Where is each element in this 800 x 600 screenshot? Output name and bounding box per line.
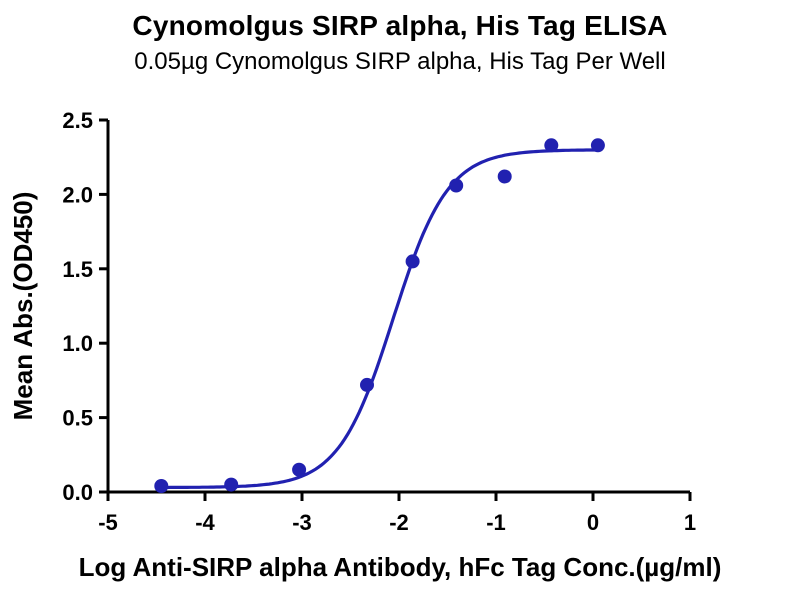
x-tick-label: -4 xyxy=(195,510,215,535)
y-tick-label: 2.5 xyxy=(62,108,93,133)
chart-subtitle: 0.05µg Cynomolgus SIRP alpha, His Tag Pe… xyxy=(134,48,666,75)
x-axis-label: Log Anti-SIRP alpha Antibody, hFc Tag Co… xyxy=(79,552,722,582)
y-tick-label: 0.5 xyxy=(62,406,93,431)
data-point xyxy=(405,254,420,269)
data-point xyxy=(497,169,512,184)
y-axis-label: Mean Abs.(OD450) xyxy=(8,192,38,421)
y-tick-label: 1.0 xyxy=(62,331,93,356)
y-tick-label: 2.0 xyxy=(62,182,93,207)
y-tick-label: 1.5 xyxy=(62,257,93,282)
x-tick-label: -1 xyxy=(486,510,506,535)
x-tick-label: -2 xyxy=(389,510,409,535)
y-tick-label: 0.0 xyxy=(62,480,93,505)
data-point xyxy=(224,477,239,492)
x-tick-label: 1 xyxy=(684,510,696,535)
fit-curve xyxy=(159,148,600,490)
x-tick-label: -3 xyxy=(292,510,312,535)
data-point xyxy=(154,479,169,493)
data-point xyxy=(590,138,605,153)
elisa-dose-response-chart: 0.0 0.5 1.0 1.5 2.0 2.5 -5 -4 -3 -2 -1 0 1 Mean Abs.… xyxy=(8,108,722,582)
data-point xyxy=(449,178,464,193)
plot-layer: 0.0 0.5 1.0 1.5 2.0 2.5 -5 -4 -3 -2 -1 0 1 xyxy=(62,108,696,535)
x-tick-label: -5 xyxy=(98,510,118,535)
x-tick-label: 0 xyxy=(587,510,599,535)
data-point xyxy=(544,138,559,153)
data-point xyxy=(292,462,307,477)
chart-title: Cynomolgus SIRP alpha, His Tag ELISA xyxy=(132,10,668,41)
data-point xyxy=(360,377,374,392)
